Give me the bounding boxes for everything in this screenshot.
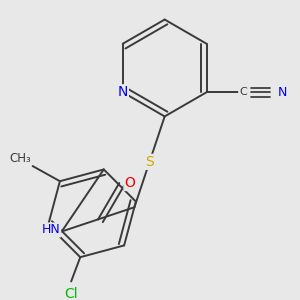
Text: O: O (124, 176, 135, 190)
Text: S: S (145, 155, 154, 169)
Text: CH₃: CH₃ (9, 152, 31, 165)
Text: C: C (239, 87, 247, 97)
Text: N: N (278, 86, 287, 99)
Text: HN: HN (41, 224, 60, 236)
Text: N: N (118, 85, 128, 99)
Text: Cl: Cl (64, 286, 78, 300)
